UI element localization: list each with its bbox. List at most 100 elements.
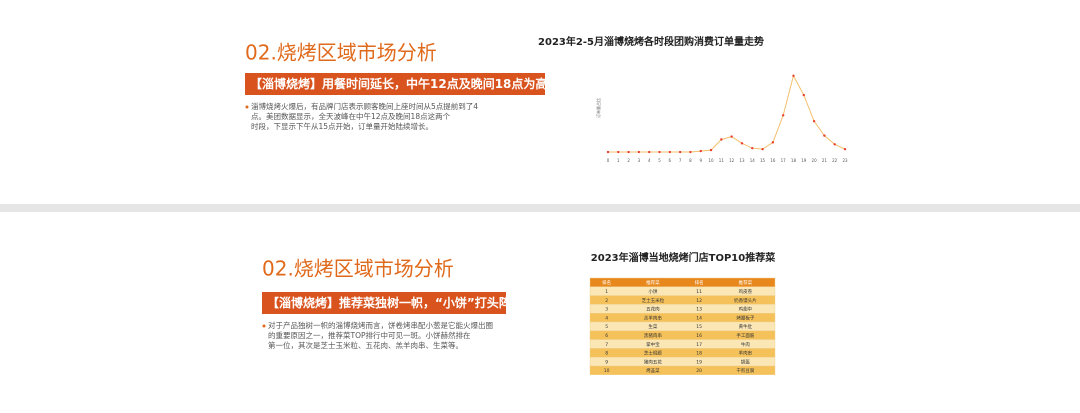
table-header: 排名	[602, 279, 611, 286]
marker	[678, 150, 682, 154]
table-cell: 17	[696, 342, 702, 348]
table-cell: 20	[696, 368, 702, 374]
x-tick-label: 18	[791, 158, 797, 163]
marker	[843, 147, 847, 151]
table-cell: 19	[696, 359, 702, 365]
x-tick-label: 20	[812, 158, 818, 163]
table-cell: 五花肉	[646, 306, 660, 313]
x-tick-label: 23	[842, 158, 848, 163]
table-cell: 黑猪肉串	[644, 332, 662, 339]
table-cell: 16	[696, 333, 702, 339]
banner-bg	[245, 73, 545, 95]
banner-bg	[262, 292, 506, 314]
marker	[668, 150, 672, 154]
table-cell: 6	[605, 333, 608, 339]
x-tick-label: 10	[708, 158, 714, 163]
x-tick-label: 8	[689, 158, 692, 163]
table-cell: 黄牛肚	[739, 323, 753, 330]
x-tick-label: 15	[760, 158, 766, 163]
table-cell: 14	[696, 315, 702, 321]
bullet-dot	[262, 324, 266, 328]
table-cell: 15	[696, 324, 702, 330]
table-row	[589, 365, 776, 376]
x-tick-label: 11	[719, 158, 725, 163]
table-header: 推荐菜	[739, 279, 753, 286]
x-tick-label: 22	[832, 158, 838, 163]
marker	[812, 119, 816, 123]
bullet-text: 点。美团数据显示，全天波峰在中午12点及晚间18点这两个	[251, 111, 451, 121]
marker	[761, 147, 764, 151]
table-cell: 18	[696, 351, 702, 357]
x-tick-label: 14	[750, 158, 756, 163]
x-tick-label: 17	[781, 158, 787, 163]
marker	[689, 150, 692, 154]
table-cell: 羊肉串	[739, 350, 753, 357]
table-cell: 9	[605, 359, 608, 365]
marker	[720, 138, 723, 141]
table-cell: 锅盔	[741, 358, 750, 365]
x-tick-label: 21	[822, 158, 828, 163]
table-cell: 鸡皮卷	[739, 288, 753, 295]
bullet-text: 对于产品独树一帜的淄博烧烤而言，饼卷烤串配小葱是它能火爆出圈	[268, 320, 493, 330]
table-cell: 3	[605, 307, 608, 313]
marker	[709, 148, 713, 152]
marker	[823, 134, 826, 137]
table-cell: 牛肉	[741, 341, 750, 348]
table-cell: 11	[696, 289, 702, 295]
marker	[771, 141, 775, 144]
table-cell: 13	[696, 307, 702, 313]
x-tick-label: 6	[669, 158, 672, 163]
table-cell: 生菜	[648, 323, 657, 330]
x-tick-label: 19	[801, 158, 807, 163]
y-axis-label: 订单量占比	[595, 98, 601, 118]
divider	[0, 204, 1080, 212]
marker	[699, 149, 702, 153]
x-tick-label: 2	[627, 158, 630, 163]
marker	[617, 150, 620, 154]
table-cell: 芝士焗题	[644, 350, 662, 357]
table-cell: 羔羊肉串	[644, 314, 662, 321]
marker	[658, 150, 661, 154]
x-tick-label: 7	[679, 158, 682, 163]
table-cell: 烤腰板子	[736, 314, 754, 321]
x-tick-label: 12	[729, 158, 735, 163]
table-cell: 烤韭菜	[646, 367, 660, 374]
marker	[740, 142, 744, 145]
x-tick-label: 3	[638, 158, 641, 163]
chart-title: 2023年2-5月淄博烧烤各时段团购消费订单量走势	[538, 35, 764, 48]
bullet-text: 第一位，其次是芝士玉米粒、五花肉、羔羊肉串、生菜等。	[268, 340, 463, 350]
marker	[792, 74, 795, 77]
table-cell: 8	[605, 351, 608, 357]
table-cell: 2	[605, 298, 608, 304]
table-cell: 小饼	[648, 288, 657, 295]
table-cell: 手工面筋	[736, 332, 754, 339]
table-cell: 12	[696, 298, 702, 304]
table-cell: 4	[605, 315, 608, 321]
banner: 【淄博烧烤】推荐菜独树一帜，“小饼”打头阵	[267, 295, 511, 310]
x-tick-label: 9	[699, 158, 702, 163]
table-header: 排名	[695, 279, 704, 286]
table-cell: 干煎豆腐	[736, 367, 754, 374]
table-cell: 7	[605, 342, 608, 348]
table-cell: 掌中宝	[646, 341, 660, 348]
x-tick-label: 1	[617, 158, 620, 163]
marker	[751, 146, 754, 150]
marker	[606, 150, 610, 154]
banner: 【淄博烧烤】用餐时间延长，中午12点及晚间18点为高峰	[250, 76, 560, 91]
marker	[637, 150, 641, 154]
bullet-dot	[245, 105, 249, 109]
table-header: 推荐菜	[646, 279, 660, 286]
marker	[730, 135, 733, 138]
marker	[627, 150, 630, 154]
table-cell: 1	[605, 289, 608, 295]
x-tick-label: 4	[648, 158, 651, 163]
marker	[802, 93, 805, 97]
table-title: 2023年淄博当地烧烤门店TOP10推荐菜	[591, 251, 776, 264]
table-cell: 10	[604, 368, 610, 374]
x-tick-label: 0	[607, 158, 610, 163]
table-cell: 奶香馒头片	[734, 297, 757, 304]
marker	[648, 150, 651, 154]
x-tick-label: 16	[770, 158, 776, 163]
heading: 02.烧烤区域市场分析	[262, 257, 454, 281]
